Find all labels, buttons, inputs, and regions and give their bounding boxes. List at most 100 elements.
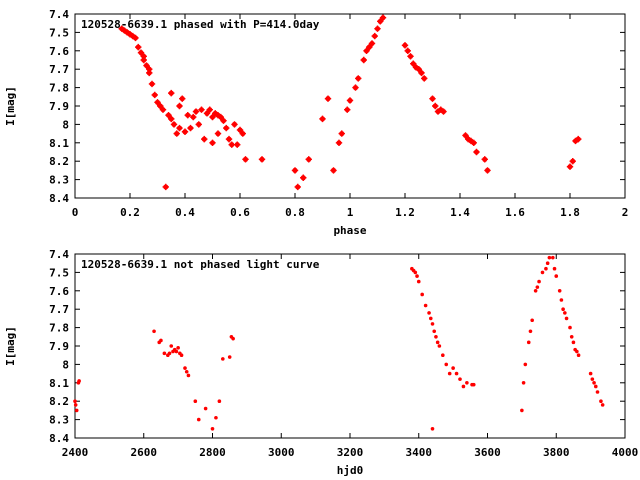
data-point: [533, 289, 538, 293]
data-point-cross: [137, 49, 145, 56]
data-point: [159, 338, 163, 343]
data-point-cross: [192, 108, 200, 115]
data-point-cross: [223, 124, 230, 132]
data-point: [571, 340, 576, 345]
data-point-cross: [209, 113, 216, 121]
data-point: [227, 355, 232, 359]
unphased-plot-ticks: 2400 2600 2800 3000 3200 3400 3600 3800 4000 7.4 7…: [49, 248, 638, 459]
data-point: [73, 399, 77, 404]
data-point: [415, 274, 419, 278]
data-point: [544, 266, 548, 271]
data-point: [569, 335, 574, 339]
data-point-cross: [319, 115, 326, 123]
y-tick-label: 7.8: [49, 82, 69, 95]
data-point: [214, 415, 218, 420]
data-point-cross: [324, 95, 332, 102]
data-point: [193, 399, 198, 404]
y-tick-label: 7.7: [49, 63, 69, 76]
data-point: [575, 349, 579, 354]
y-tick-label: 7.9: [49, 340, 69, 353]
data-point-cross: [181, 128, 189, 135]
data-point: [547, 255, 552, 260]
data-point: [461, 384, 466, 389]
y-tick-label: 8.2: [49, 155, 69, 168]
data-point-cross: [566, 163, 574, 170]
data-point-cross: [187, 124, 194, 132]
x-tick-label: 1.4: [450, 206, 470, 219]
data-point: [535, 285, 540, 289]
data-point: [196, 417, 201, 422]
x-tick-label: 2600: [131, 446, 158, 459]
data-point: [471, 382, 476, 387]
data-point-cross: [355, 75, 362, 82]
data-point-cross: [132, 34, 139, 42]
data-point: [554, 274, 559, 278]
y-tick-label: 7.9: [49, 100, 69, 113]
y-tick-label: 7.7: [49, 303, 69, 316]
data-point-cross: [404, 47, 411, 54]
data-point: [435, 340, 440, 345]
data-point-cross: [168, 89, 175, 97]
data-point: [413, 270, 418, 275]
phased-plot-frame: [74, 13, 626, 199]
data-point-cross: [242, 156, 249, 163]
data-point-cross: [401, 42, 409, 49]
data-point-cross: [346, 97, 354, 104]
data-point-cross: [148, 80, 156, 88]
x-tick-label: 0.2: [120, 206, 140, 219]
data-point: [152, 329, 156, 334]
data-point-cross: [184, 112, 191, 119]
data-point: [430, 322, 435, 326]
phased-plot-title: 120528-6639.1 phased with P=414.0day: [81, 18, 320, 31]
data-point-cross: [473, 148, 480, 156]
data-point: [217, 399, 222, 404]
data-point-cross: [159, 106, 167, 113]
x-tick-label: 4000: [612, 446, 639, 459]
x-tick-label: 2800: [199, 446, 226, 459]
data-point: [521, 381, 526, 385]
phased-plot-ylabel: I[mag]: [4, 86, 17, 126]
data-point: [210, 427, 215, 431]
data-point-cross: [173, 130, 180, 137]
data-point-cross: [418, 69, 425, 77]
data-point: [428, 316, 433, 321]
y-tick-label: 8.3: [49, 414, 69, 427]
data-point: [557, 289, 562, 293]
data-point-cross: [206, 106, 213, 113]
data-point-cross: [231, 121, 238, 128]
data-point: [174, 349, 179, 354]
x-tick-label: 0.4: [175, 206, 195, 219]
data-point: [588, 371, 593, 376]
data-point: [530, 318, 534, 323]
x-tick-label: 3200: [337, 446, 364, 459]
data-point-cross: [363, 47, 370, 54]
data-point-cross: [484, 167, 491, 174]
data-point-cross: [407, 53, 414, 60]
data-point-cross: [209, 139, 216, 146]
phased-plot-xlabel: phase: [333, 224, 366, 237]
unphased-plot: 120528-6639.1 not phased light curve hjd…: [4, 248, 638, 477]
y-tick-label: 7.5: [49, 266, 69, 279]
data-point: [563, 311, 567, 315]
phased-plot-points: [118, 14, 582, 191]
data-point-cross: [305, 156, 312, 163]
data-point-cross: [415, 66, 422, 73]
data-point: [447, 371, 452, 376]
data-point-cross: [374, 25, 381, 32]
phased-plot-ticks: 0 0.2 0.4 0.6 0.8 1 1.2 1.4 1.6 1.8 2 7.4 7.5 7.6 7.7 7…: [49, 8, 628, 219]
data-point-cross: [366, 43, 373, 51]
data-point: [523, 362, 528, 367]
data-point: [162, 351, 167, 356]
data-point-cross: [421, 75, 428, 82]
data-point: [559, 298, 564, 302]
data-point: [430, 427, 435, 431]
data-point: [454, 371, 459, 376]
data-point-cross: [429, 95, 436, 102]
data-point-cross: [371, 32, 378, 40]
y-tick-label: 8: [62, 358, 69, 371]
y-tick-label: 7.4: [49, 248, 69, 261]
data-point-cross: [470, 139, 477, 146]
data-point-cross: [190, 113, 197, 121]
data-point: [416, 279, 421, 284]
y-tick-label: 8.1: [49, 137, 69, 150]
